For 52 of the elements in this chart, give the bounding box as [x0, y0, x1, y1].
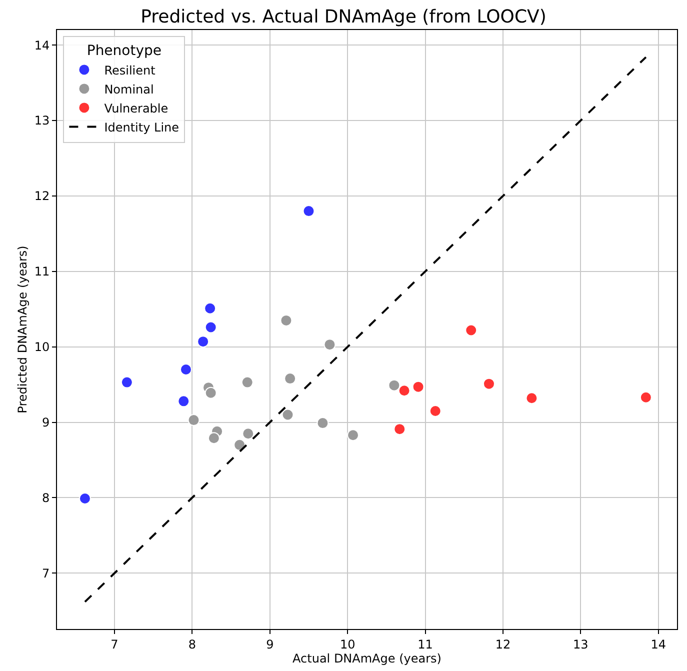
y-tick-label: 7	[42, 566, 50, 580]
point	[188, 414, 200, 426]
point	[178, 395, 190, 408]
point	[284, 372, 296, 385]
point	[242, 428, 254, 440]
chart-title: Predicted vs. Actual DNAmAge (from LOOCV)	[140, 6, 546, 28]
point	[241, 376, 254, 388]
point	[204, 386, 217, 399]
point	[465, 324, 478, 336]
point	[180, 363, 192, 376]
point	[282, 408, 294, 421]
x-tick-label: 7	[110, 637, 118, 652]
y-tick-label: 11	[34, 264, 50, 279]
y-axis-title: Predicted DNAmAge (years)	[16, 246, 30, 414]
x-tick-label: 10	[340, 637, 356, 652]
legend-label: Vulnerable	[104, 101, 168, 116]
y-tick-label: 13	[34, 114, 50, 128]
point	[347, 429, 360, 442]
legend-label: Identity Line	[104, 120, 180, 134]
point	[482, 378, 495, 390]
x-tick-label: 13	[573, 637, 588, 652]
point	[316, 417, 329, 430]
point	[204, 321, 217, 334]
y-tick-label: 12	[34, 189, 50, 204]
y-tick-label: 10	[34, 340, 50, 354]
point	[640, 391, 652, 404]
x-tick-label: 14	[650, 637, 666, 652]
y-tick-label: 8	[42, 490, 50, 505]
y-tick-label: 14	[34, 38, 50, 52]
legend-title: Phenotype	[86, 43, 162, 60]
x-tick-label: 11	[418, 637, 433, 652]
point	[388, 379, 400, 392]
legend-label: Resilient	[104, 63, 156, 78]
point	[394, 423, 406, 436]
point	[324, 338, 336, 351]
point	[197, 336, 210, 348]
point	[398, 384, 410, 397]
legend-label: Nominal	[104, 82, 154, 96]
point	[204, 302, 216, 314]
x-tick-label: 9	[266, 637, 274, 652]
point	[120, 376, 133, 388]
point	[302, 205, 315, 218]
x-tick-label: 8	[188, 637, 196, 652]
point	[280, 314, 292, 326]
x-axis-title: Actual DNAmAge (years)	[292, 651, 442, 666]
x-tick-label: 12	[495, 637, 511, 652]
point	[526, 392, 538, 404]
y-tick-label: 9	[42, 415, 50, 430]
point	[208, 432, 220, 444]
point	[412, 380, 424, 393]
point	[429, 404, 442, 417]
point	[78, 492, 91, 504]
